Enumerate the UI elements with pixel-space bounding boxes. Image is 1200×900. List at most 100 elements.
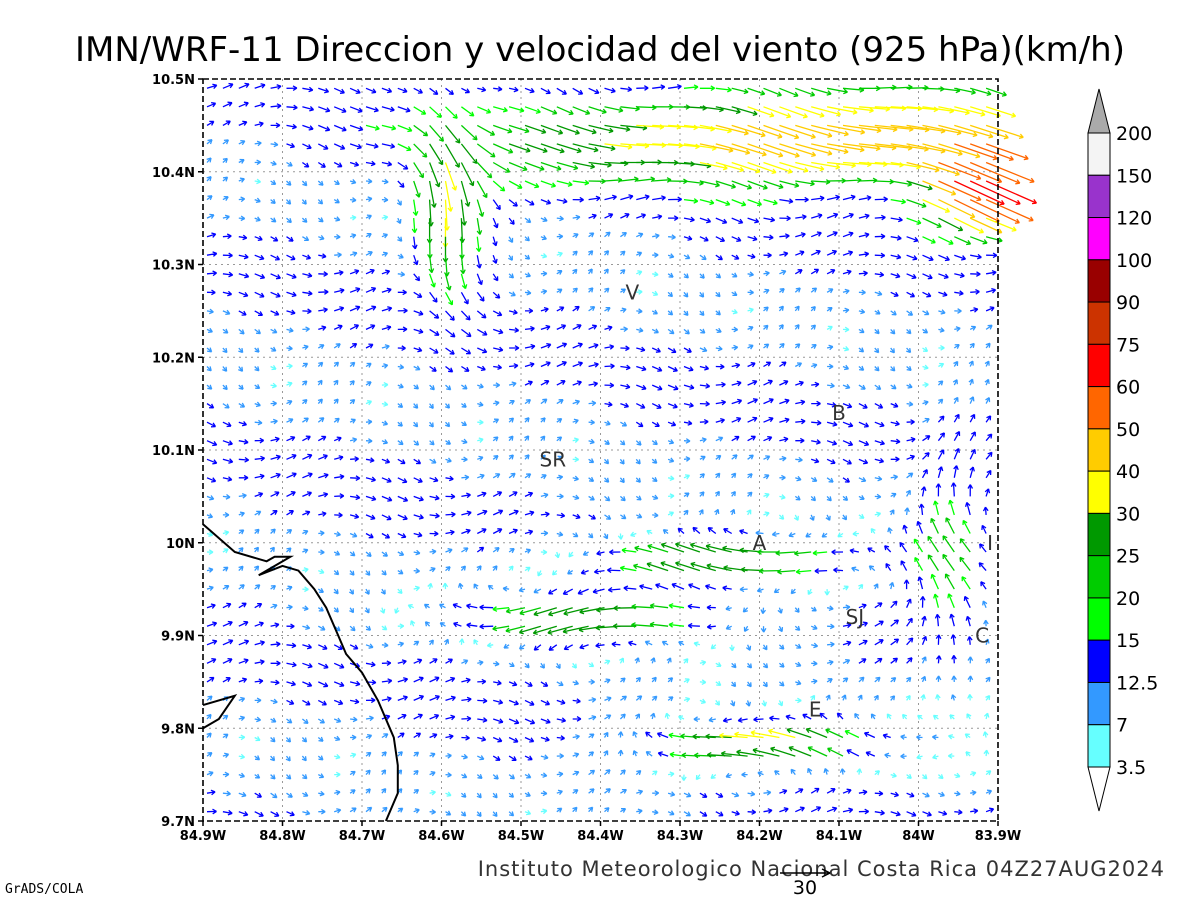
wind-vector [795, 679, 802, 686]
wind-vector [763, 808, 773, 814]
wind-vector [715, 217, 728, 224]
wind-vector [683, 291, 689, 298]
wind-vector [778, 305, 784, 312]
wind-vector [906, 454, 916, 461]
wind-vector [890, 772, 897, 779]
wind-vector [731, 810, 740, 816]
wind-vector [731, 198, 747, 207]
wind-vector [461, 753, 468, 760]
wind-vector [779, 215, 791, 222]
wind-vector [951, 654, 957, 664]
wind-vector [333, 699, 344, 706]
wind-vector [900, 734, 907, 740]
wind-vector [874, 196, 888, 203]
wind-vector [524, 491, 534, 497]
wind-vector [540, 435, 546, 442]
wind-vector [763, 87, 782, 97]
wind-vector [524, 272, 531, 278]
wind-vector [635, 421, 644, 428]
wind-vector [954, 308, 962, 314]
wind-vector [445, 548, 453, 554]
wind-vector [493, 346, 504, 353]
wind-vector [715, 454, 722, 460]
wind-vector [381, 251, 389, 257]
wind-vector [492, 565, 498, 571]
wind-vector [318, 124, 331, 132]
wind-vector [842, 622, 852, 629]
wind-vector [652, 233, 660, 239]
wind-vector [620, 288, 626, 294]
wind-vector [889, 509, 895, 516]
wind-vector [524, 180, 540, 189]
wind-vector [969, 771, 977, 777]
wind-vector [588, 362, 599, 368]
wind-vector [794, 643, 802, 649]
wind-vector [429, 771, 436, 777]
wind-vector [317, 773, 325, 779]
wind-vector [588, 458, 595, 464]
wind-vector [667, 677, 674, 683]
wind-vector [715, 254, 723, 261]
wind-vector [715, 124, 749, 136]
wind-vector [667, 310, 674, 316]
wind-vector [699, 698, 707, 704]
wind-vector [461, 438, 468, 445]
wind-vector [524, 773, 532, 779]
wind-vector [286, 254, 296, 261]
wind-vector [579, 607, 605, 615]
wind-vector [922, 161, 960, 177]
wind-vector [556, 124, 580, 135]
wind-vector [985, 342, 991, 349]
wind-vector [814, 568, 828, 574]
wind-vector [938, 124, 978, 138]
wind-vector [397, 458, 406, 465]
wind-vector [693, 752, 716, 759]
wind-vector [524, 529, 534, 535]
wind-vector [270, 273, 281, 280]
wind-vector [508, 435, 514, 442]
wind-vector [524, 548, 532, 554]
wind-vector [572, 806, 578, 813]
wind-vector [667, 457, 675, 463]
wind-vector [954, 217, 985, 234]
wind-vector [381, 458, 391, 464]
wind-vector [652, 790, 660, 796]
wind-vector [508, 161, 528, 172]
wind-vector [715, 680, 722, 687]
wind-vector [407, 604, 414, 610]
wind-vector [222, 620, 233, 627]
wind-vector [794, 550, 812, 557]
wind-vector [540, 772, 548, 778]
coastline [202, 523, 399, 822]
wind-vector [636, 365, 647, 372]
wind-vector [445, 529, 455, 536]
wind-vector [779, 807, 789, 813]
wind-vector [722, 717, 732, 723]
wind-vector [604, 714, 612, 720]
wind-vector [445, 658, 453, 664]
wind-vector [381, 325, 392, 331]
wind-vector [286, 585, 293, 591]
wind-vector [302, 529, 309, 535]
wind-vector [938, 362, 945, 368]
wind-vector [476, 199, 485, 217]
wind-vector [286, 309, 296, 316]
wind-vector [747, 180, 768, 190]
wind-vector [842, 440, 854, 447]
wind-vector [365, 806, 373, 813]
wind-vector [286, 217, 292, 224]
wind-vector [588, 715, 597, 721]
x-tick-label: 84W [902, 829, 934, 844]
wind-vector [890, 254, 902, 260]
wind-vector [397, 345, 406, 351]
wind-vector [937, 415, 945, 423]
wind-vector [969, 431, 976, 442]
wind-vector [683, 84, 699, 91]
wind-vector [914, 556, 924, 571]
wind-vector [349, 87, 361, 95]
wind-vector [254, 697, 262, 704]
wind-vector [238, 234, 248, 241]
wind-vector [349, 625, 356, 632]
wind-vector [779, 417, 790, 424]
wind-vector [985, 789, 993, 795]
